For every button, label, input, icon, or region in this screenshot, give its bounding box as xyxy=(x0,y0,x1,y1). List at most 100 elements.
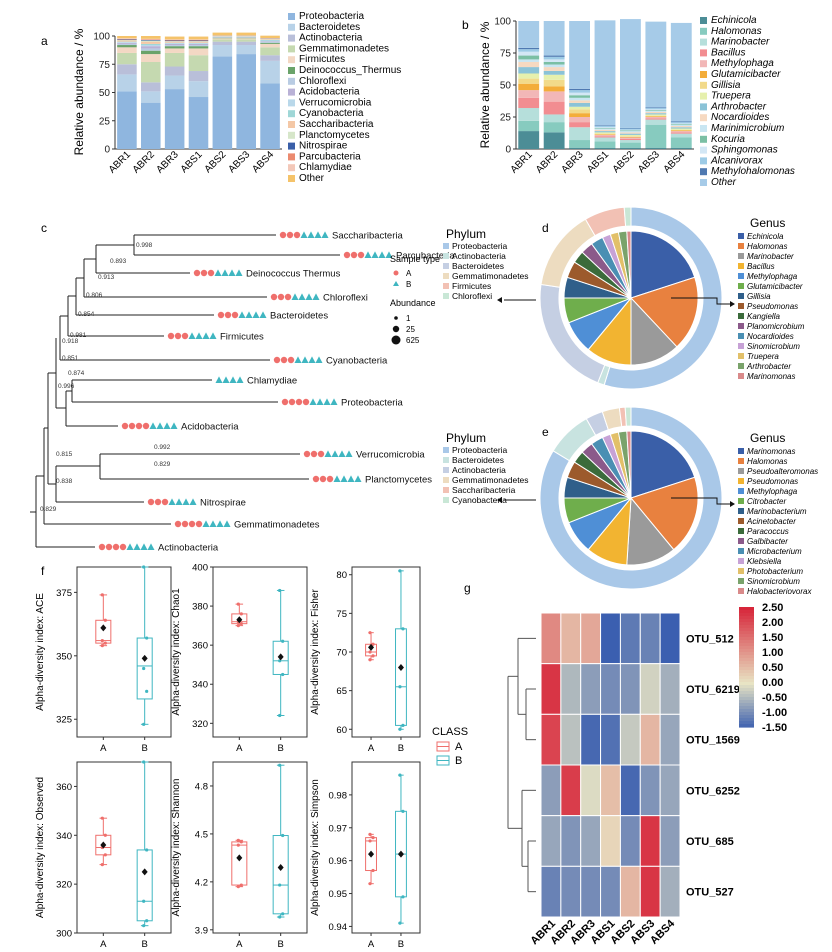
bar-segment-gillisia xyxy=(569,109,590,114)
heatmap-cell xyxy=(659,815,681,867)
colorbar-step xyxy=(739,694,754,698)
data-point xyxy=(368,658,372,662)
genus-ring-slice xyxy=(626,430,632,499)
marker-sample-a xyxy=(287,356,295,364)
colorbar-step xyxy=(739,661,754,665)
marker-sample-b xyxy=(133,543,141,550)
marker-sample-a xyxy=(293,231,301,239)
legend-swatch xyxy=(738,243,744,249)
bar-segment-methylophaga xyxy=(543,91,565,102)
bar-segment-glutamicibacter xyxy=(543,86,565,92)
bar-segment-other xyxy=(260,35,280,39)
legend-swatch xyxy=(443,497,449,503)
colorbar-step xyxy=(739,652,754,656)
legend-size-marker xyxy=(391,335,401,345)
legend-label: Marinimicrobium xyxy=(711,123,784,134)
marker-sample-a xyxy=(217,311,225,319)
marker-sample-b xyxy=(291,293,299,300)
legend-label: Other xyxy=(711,177,737,188)
legend-swatch xyxy=(738,558,744,564)
bar-segment-sphingomonas xyxy=(594,127,616,128)
legend-label: Methylophaga xyxy=(747,487,798,496)
legend-label: 625 xyxy=(406,336,420,345)
bar-segment-saccharibacteria xyxy=(188,41,209,43)
data-point xyxy=(281,672,285,677)
legend-marker-b xyxy=(393,281,399,286)
bar-segment-gillisia xyxy=(670,129,692,131)
heatmap-cell xyxy=(639,764,661,817)
data-point xyxy=(401,809,405,813)
legend-label: Truepera xyxy=(711,91,751,102)
leaf-label-acidobacteria: Acidobacteria xyxy=(181,422,239,433)
y-tick-label: 360 xyxy=(192,641,208,652)
heatmap-cell xyxy=(639,612,661,665)
marker-sample-a xyxy=(281,398,289,406)
data-point xyxy=(103,833,107,837)
marker-sample-a xyxy=(231,311,239,319)
data-point xyxy=(398,569,402,573)
legend-label: Marinobacterium xyxy=(747,507,807,516)
marker-sample-a xyxy=(302,398,310,406)
legend-label: Paracoccus xyxy=(747,527,789,536)
y-tick-label: 325 xyxy=(56,715,72,726)
bar-segment-methylohalomonas xyxy=(569,88,590,91)
legend-label: Gillisia xyxy=(747,292,771,301)
bar-segment-methylophaga xyxy=(670,131,692,133)
bar-segment-truepera xyxy=(645,114,667,116)
heatmap-cell xyxy=(580,764,602,817)
colorbar-step xyxy=(739,643,754,647)
marker-sample-b xyxy=(202,520,210,527)
marker-sample-a xyxy=(174,520,182,528)
bar-segment-acidobacteria xyxy=(117,42,137,44)
marker-sample-b xyxy=(140,543,148,550)
bar-segment-gillisia xyxy=(645,115,667,117)
legend-label: Methylophaga xyxy=(747,272,798,281)
legend-label: B xyxy=(406,280,411,289)
data-point xyxy=(100,863,104,867)
leaf-label-proteobacteria: Proteobacteria xyxy=(341,398,404,409)
legend-label: Actinobacteria xyxy=(452,251,506,261)
legend-label: Halobacteriovorax xyxy=(747,587,812,596)
heatmap-cell xyxy=(540,764,562,817)
mean-marker xyxy=(100,841,107,849)
bar-segment-methylophaga xyxy=(620,137,641,139)
marker-sample-b xyxy=(195,332,203,339)
legend-swatch xyxy=(443,487,449,493)
bar-segment-bacteroidetes xyxy=(164,75,185,90)
data-point xyxy=(142,565,146,569)
bar-segment-methylophaga xyxy=(645,117,667,119)
bar-segment-halomonas xyxy=(569,140,590,148)
mean-marker xyxy=(141,654,148,662)
legend-title: Abundance xyxy=(390,298,436,308)
bar-segment-methylohalomonas xyxy=(518,47,540,50)
panel-letter: e xyxy=(542,425,549,439)
mean-marker xyxy=(397,850,404,858)
legend-swatch xyxy=(738,373,744,379)
data-point xyxy=(142,722,146,726)
bar-segment-nocardioides xyxy=(543,67,565,71)
marker-sample-b xyxy=(189,498,197,505)
legend-swatch xyxy=(738,273,744,279)
marker-sample-a xyxy=(181,332,189,340)
colorbar-step xyxy=(739,685,754,689)
bar-segment-verrucomicrobia xyxy=(117,42,137,43)
bar-segment-truepera xyxy=(620,134,641,137)
colorbar-step xyxy=(739,637,754,641)
legend-swatch xyxy=(288,88,295,96)
heatmap-cell xyxy=(639,865,661,918)
bar-segment-arthrobacter xyxy=(569,102,590,107)
marker-sample-a xyxy=(326,475,334,483)
marker-sample-a xyxy=(167,332,175,340)
bar-segment-nocardioides xyxy=(594,129,616,132)
plot-frame xyxy=(212,566,308,738)
bar-segment-marinimicrobium xyxy=(569,97,590,101)
marker-sample-a xyxy=(312,475,320,483)
panel-d: d PhylumProteobacteriaActinobacteriaBacte… xyxy=(443,206,805,390)
legend-label: Sphingomonas xyxy=(711,145,778,156)
bar-segment-sphingomonas xyxy=(569,92,590,96)
bar-segment-nitrospirae xyxy=(188,40,209,42)
bar-segment-arthrobacter xyxy=(518,67,540,74)
mean-marker xyxy=(368,850,375,858)
